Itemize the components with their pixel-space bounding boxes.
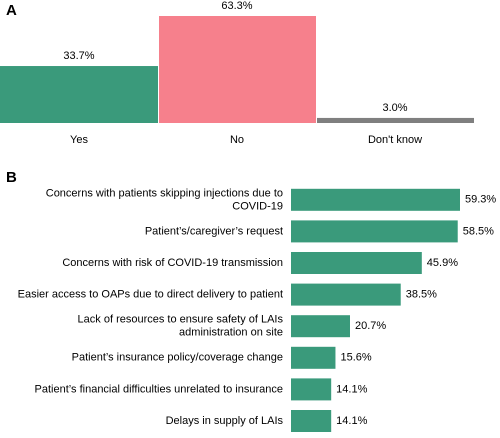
value-label: 59.3%	[465, 194, 496, 206]
y-tick-label: Concerns with patients skipping injectio…	[46, 187, 283, 212]
bar	[291, 220, 458, 243]
y-tick-label: Patient’s financial difficulties unrelat…	[35, 383, 283, 395]
panel-label: A	[6, 2, 17, 19]
bar	[317, 117, 474, 123]
bar	[159, 16, 316, 123]
panel-label: B	[6, 169, 17, 186]
bar	[291, 378, 332, 401]
value-label: 45.9%	[427, 257, 458, 269]
value-label: 14.1%	[336, 383, 367, 395]
bar	[291, 315, 350, 338]
bar	[291, 252, 422, 274]
value-label: 63.3%	[221, 0, 252, 12]
bar	[291, 188, 460, 211]
x-tick-label: Yes	[70, 134, 88, 146]
bar	[291, 283, 401, 306]
x-tick-label: Don't know	[368, 134, 422, 146]
value-label: 3.0%	[382, 102, 407, 114]
value-label: 33.7%	[63, 50, 94, 62]
y-tick-label: Concerns with risk of COVID-19 transmiss…	[62, 257, 283, 269]
x-tick-label: No	[230, 134, 244, 146]
y-tick-label: Lack of resources to ensure safety of LA…	[78, 314, 284, 339]
value-label: 14.1%	[336, 415, 367, 427]
bar	[0, 66, 158, 123]
y-tick-label: Delays in supply of LAIs	[166, 415, 284, 427]
y-tick-label: Easier access to OAPs due to direct deli…	[18, 289, 283, 301]
y-tick-label: Patient’s insurance policy/coverage chan…	[72, 352, 283, 364]
bar	[291, 410, 332, 432]
value-label: 20.7%	[355, 320, 386, 332]
value-label: 58.5%	[463, 225, 494, 237]
y-tick-label: Patient’s/caregiver’s request	[145, 225, 283, 237]
value-label: 15.6%	[340, 352, 371, 364]
value-label: 38.5%	[406, 289, 437, 301]
bar	[291, 346, 336, 369]
